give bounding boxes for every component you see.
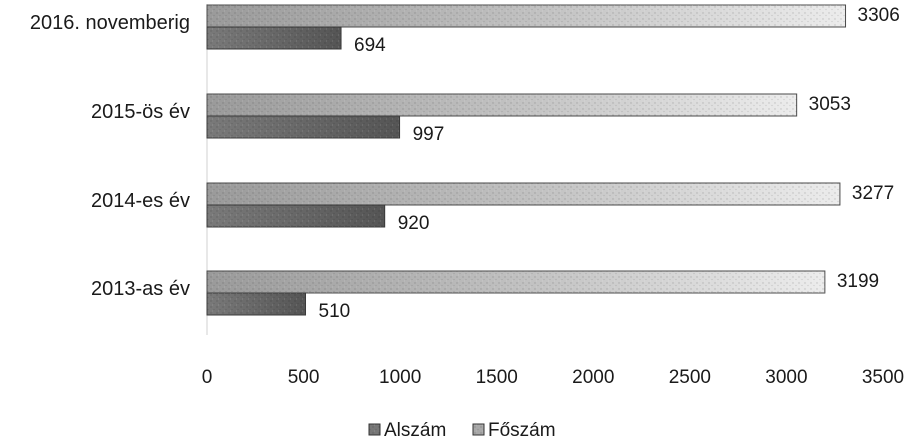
x-tick-label: 2500 xyxy=(669,367,711,388)
bar-alszam-texture xyxy=(207,293,306,315)
axis-layer: 0 500 1000 1500 2000 2500 3000 3500 2016. novemb… xyxy=(30,4,904,388)
data-label-foszam: 3053 xyxy=(809,94,851,115)
legend-swatch-texture xyxy=(369,424,380,435)
category-label: 2015-ös év xyxy=(91,101,190,123)
data-label-alszam: 997 xyxy=(413,124,445,145)
data-label-foszam: 3277 xyxy=(852,183,894,204)
legend-swatch-texture xyxy=(473,424,484,435)
bar-alszam-texture xyxy=(207,27,342,49)
legend-label: Alszám xyxy=(384,420,446,441)
data-label-foszam: 3199 xyxy=(837,271,879,292)
x-tick-label: 0 xyxy=(202,367,213,388)
legend-label: Főszám xyxy=(488,420,556,441)
bars-layer xyxy=(206,4,847,316)
data-label-alszam: 694 xyxy=(354,35,386,56)
bar-alszam-texture xyxy=(207,116,400,138)
bar-foszam-texture xyxy=(207,183,840,205)
bar-foszam-texture xyxy=(207,5,846,27)
category-label: 2014-es év xyxy=(91,190,190,212)
x-tick-label: 1000 xyxy=(379,367,421,388)
data-label-foszam: 3306 xyxy=(858,5,900,26)
category-label: 2016. novemberig xyxy=(30,12,190,34)
x-tick-label: 1500 xyxy=(476,367,518,388)
labels-layer: 3306 694 3053 997 3277 920 3199 510 xyxy=(319,5,900,322)
x-tick-label: 2000 xyxy=(572,367,614,388)
legend: Alszám Főszám xyxy=(368,420,556,441)
bar-foszam-texture xyxy=(207,94,797,116)
x-tick-label: 500 xyxy=(288,367,320,388)
x-tick-label: 3000 xyxy=(765,367,807,388)
category-label: 2013-as év xyxy=(91,278,190,300)
data-label-alszam: 510 xyxy=(319,301,351,322)
bar-alszam-texture xyxy=(207,205,385,227)
bar-foszam-texture xyxy=(207,271,825,293)
data-label-alszam: 920 xyxy=(398,213,430,234)
x-tick-label: 3500 xyxy=(862,367,904,388)
